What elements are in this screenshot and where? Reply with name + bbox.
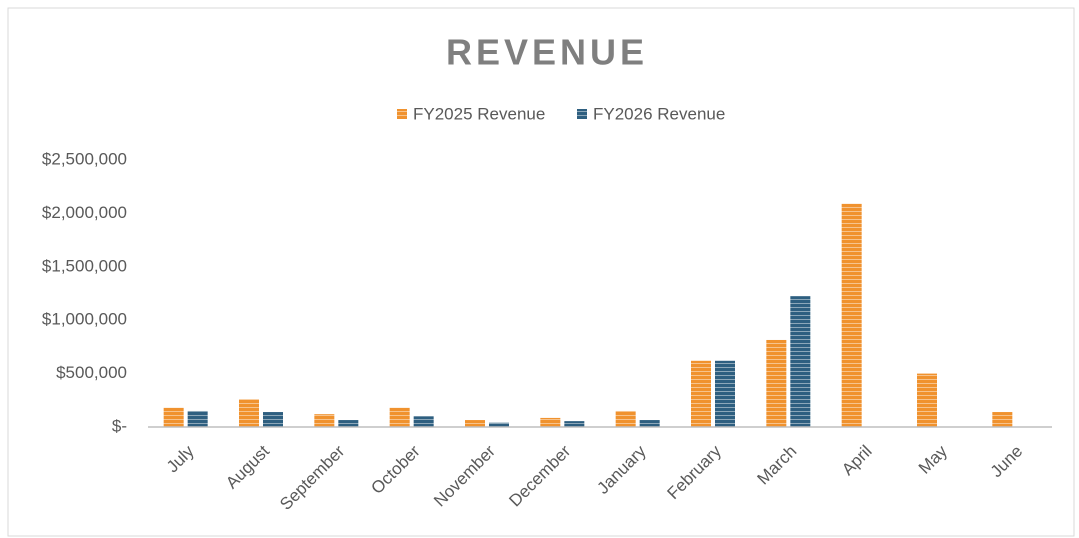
bar [263,412,283,427]
y-tick-label: $2,000,000 [42,203,127,222]
bar [163,407,184,427]
bar [540,417,561,427]
bar [338,420,359,427]
y-tick-label: $2,500,000 [42,149,127,168]
chart-frame [7,7,1075,537]
bar [465,420,485,427]
bar [992,412,1013,427]
bar [715,360,735,427]
legend-label: FY2025 Revenue [413,104,545,123]
y-tick-label: $- [112,416,127,435]
bar [564,421,585,427]
bar [790,296,811,427]
bar [691,360,711,427]
bar [766,339,787,427]
y-tick-label: $1,500,000 [42,256,127,275]
bar [187,410,208,427]
bar [239,399,259,427]
bar [413,416,434,427]
bar [489,422,509,427]
chart-title: REVENUE [446,32,648,73]
y-tick-label: $1,000,000 [42,310,127,329]
bar [389,407,410,427]
legend-swatch [577,109,587,119]
bar [615,410,636,427]
legend-swatch [397,109,407,119]
y-tick-label: $500,000 [56,363,127,382]
legend-label: FY2026 Revenue [593,104,725,123]
bar [639,420,660,427]
bar [917,373,937,427]
bar [841,203,862,427]
bar [314,414,335,427]
